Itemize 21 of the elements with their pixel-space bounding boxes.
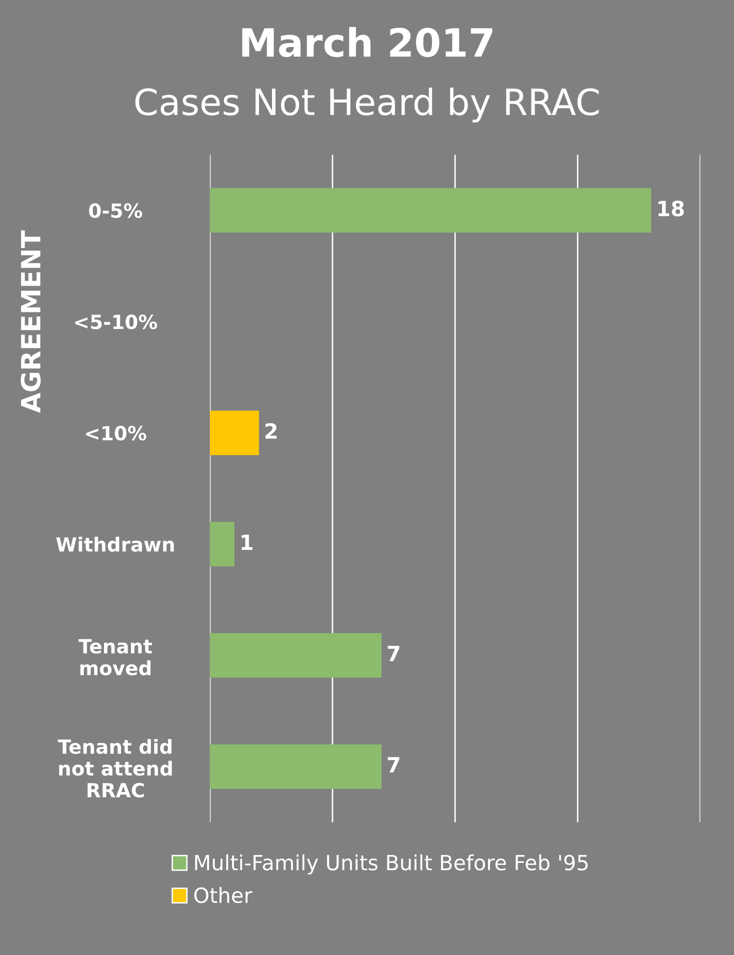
legend-label: Multi-Family Units Built Before Feb '95 xyxy=(195,854,588,875)
bar xyxy=(210,744,382,789)
bar xyxy=(210,188,652,233)
data-label: 18 xyxy=(658,200,684,216)
y-tick-label: <5-10% xyxy=(75,314,158,330)
data-label: 7 xyxy=(388,646,400,662)
legend-label: Other xyxy=(194,887,252,904)
data-label: 2 xyxy=(266,423,277,439)
bar xyxy=(210,410,259,456)
bar xyxy=(210,633,382,678)
y-tick-label: <10% xyxy=(86,426,146,441)
y-tick-label: Tenant did not attend RRAC xyxy=(58,738,172,798)
chart-title: March 2017 xyxy=(242,27,492,58)
text: AGREEMENT xyxy=(20,230,41,413)
data-label: 1 xyxy=(242,534,252,550)
chart-subtitle: Cases Not Heard by RRAC xyxy=(135,88,599,123)
data-label: 7 xyxy=(388,757,400,772)
y-tick-label: Tenant moved xyxy=(78,639,152,676)
y-tick-label: 0-5% xyxy=(89,203,142,218)
y-tick-label: Withdrawn xyxy=(56,536,174,552)
bar xyxy=(210,522,234,566)
